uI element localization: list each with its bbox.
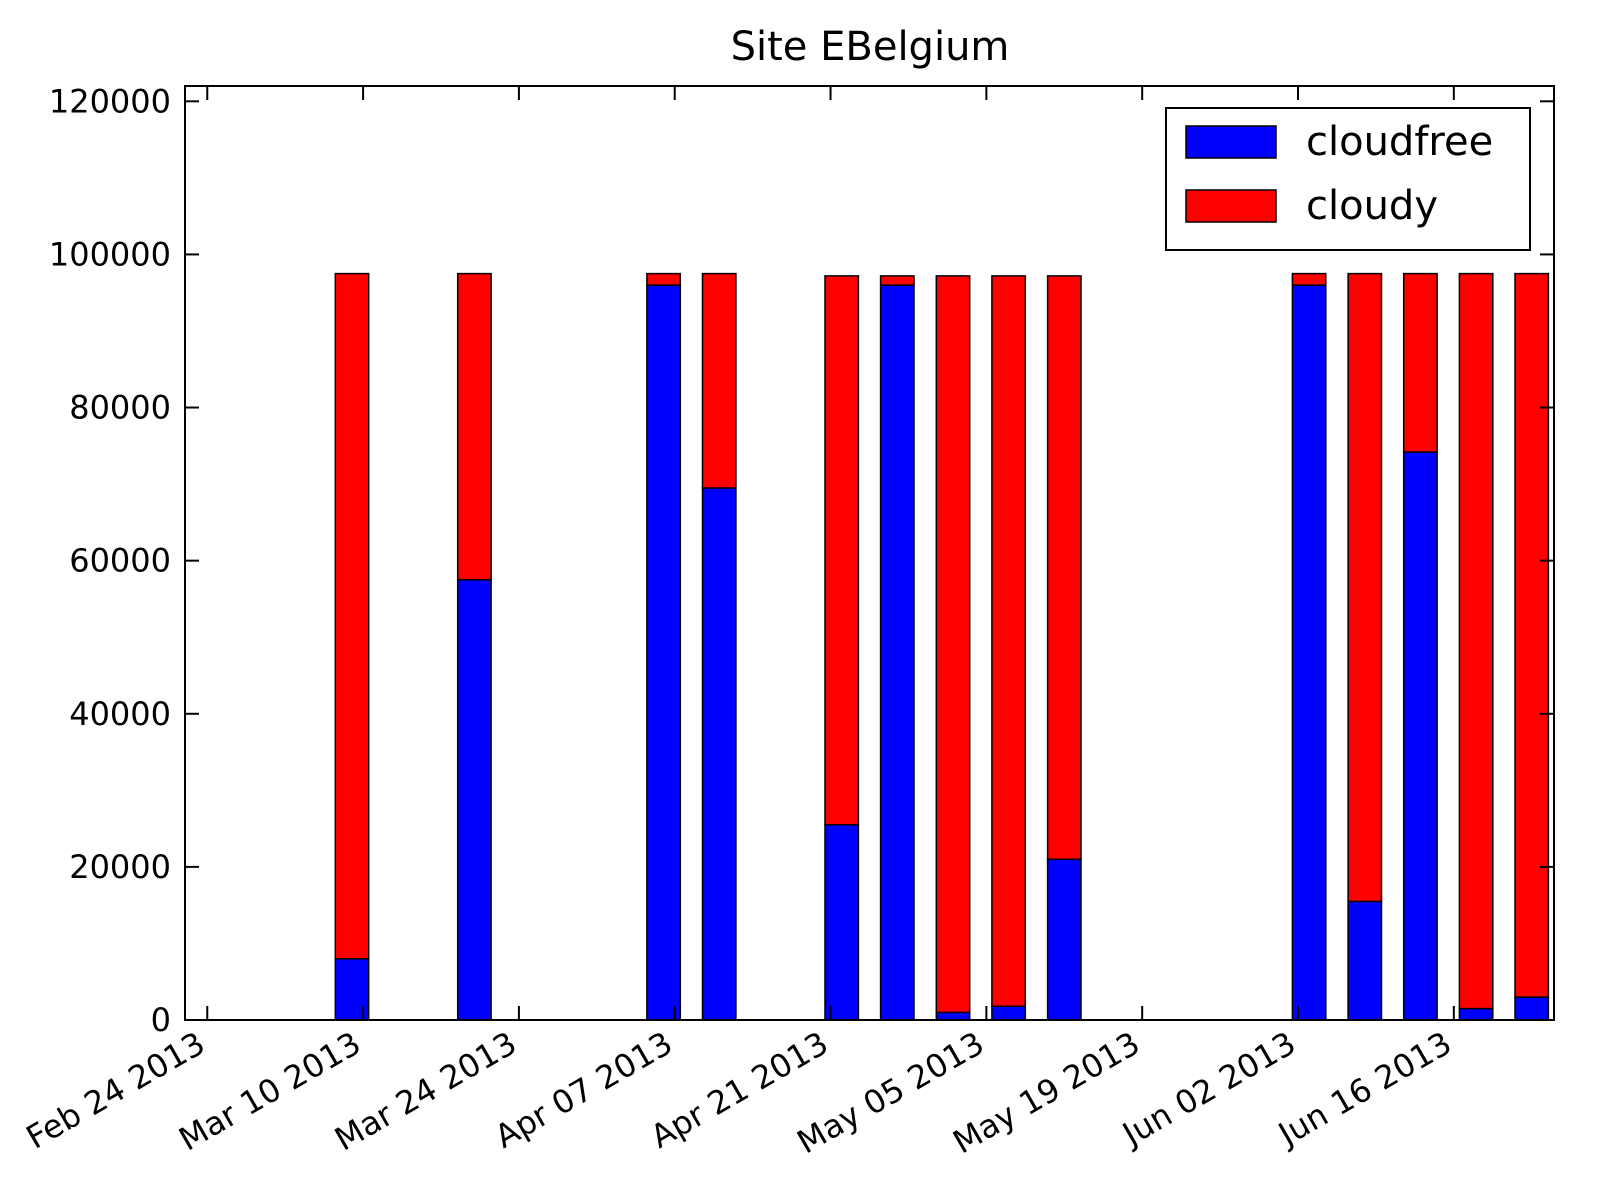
plot-frame [184, 85, 1555, 1021]
bar-cloudfree-9 [1291, 284, 1327, 1021]
legend-swatch-cloudy [1185, 189, 1277, 223]
legend-label-cloudy: cloudy [1306, 183, 1438, 229]
bar-cloudfree-13 [1514, 996, 1550, 1021]
y-tick-label: 60000 [69, 542, 171, 580]
bar-cloudy-5 [879, 275, 915, 286]
bar-cloudfree-5 [879, 284, 915, 1021]
y-tick-label: 120000 [49, 82, 171, 120]
bar-cloudfree-11 [1402, 451, 1438, 1021]
bar-cloudy-6 [935, 275, 971, 1014]
bar-cloudfree-1 [456, 579, 492, 1021]
bar-cloudy-8 [1046, 275, 1082, 861]
bar-cloudfree-12 [1458, 1007, 1494, 1021]
bar-cloudy-13 [1514, 272, 1550, 998]
bar-cloudy-9 [1291, 272, 1327, 286]
bar-cloudy-11 [1402, 272, 1438, 453]
bar-cloudfree-3 [701, 487, 737, 1021]
bar-cloudfree-10 [1347, 900, 1383, 1021]
y-tick-label: 0 [151, 1001, 171, 1039]
bar-cloudy-4 [824, 275, 860, 826]
bar-cloudy-3 [701, 272, 737, 489]
bar-cloudfree-6 [935, 1011, 971, 1021]
x-tick-label: Jun 02 2013 [1115, 1024, 1302, 1154]
legend-label-cloudfree: cloudfree [1306, 119, 1493, 165]
x-tick-label: Apr 07 2013 [488, 1024, 678, 1156]
bar-group [334, 272, 1550, 1021]
bar-cloudfree-7 [991, 1005, 1027, 1021]
bar-cloudy-7 [991, 275, 1027, 1008]
legend: cloudfree cloudy [1165, 107, 1531, 251]
bar-cloudy-12 [1458, 272, 1494, 1010]
legend-swatch-cloudfree [1185, 125, 1277, 159]
bar-cloudfree-4 [824, 824, 860, 1021]
y-tick-label: 40000 [69, 695, 171, 733]
bar-cloudy-1 [456, 272, 492, 581]
y-tick-label: 20000 [69, 848, 171, 886]
bar-cloudfree-8 [1046, 858, 1082, 1021]
x-tick-label: Jun 16 2013 [1270, 1024, 1457, 1154]
bar-cloudy-0 [334, 272, 370, 960]
y-tick-label: 80000 [69, 389, 171, 427]
bar-cloudy-10 [1347, 272, 1383, 903]
bar-cloudfree-0 [334, 958, 370, 1021]
y-tick-label: 100000 [49, 235, 171, 273]
bar-cloudy-2 [646, 272, 682, 286]
bar-cloudfree-2 [646, 284, 682, 1021]
chart-title: Site EBelgium [731, 24, 1010, 70]
